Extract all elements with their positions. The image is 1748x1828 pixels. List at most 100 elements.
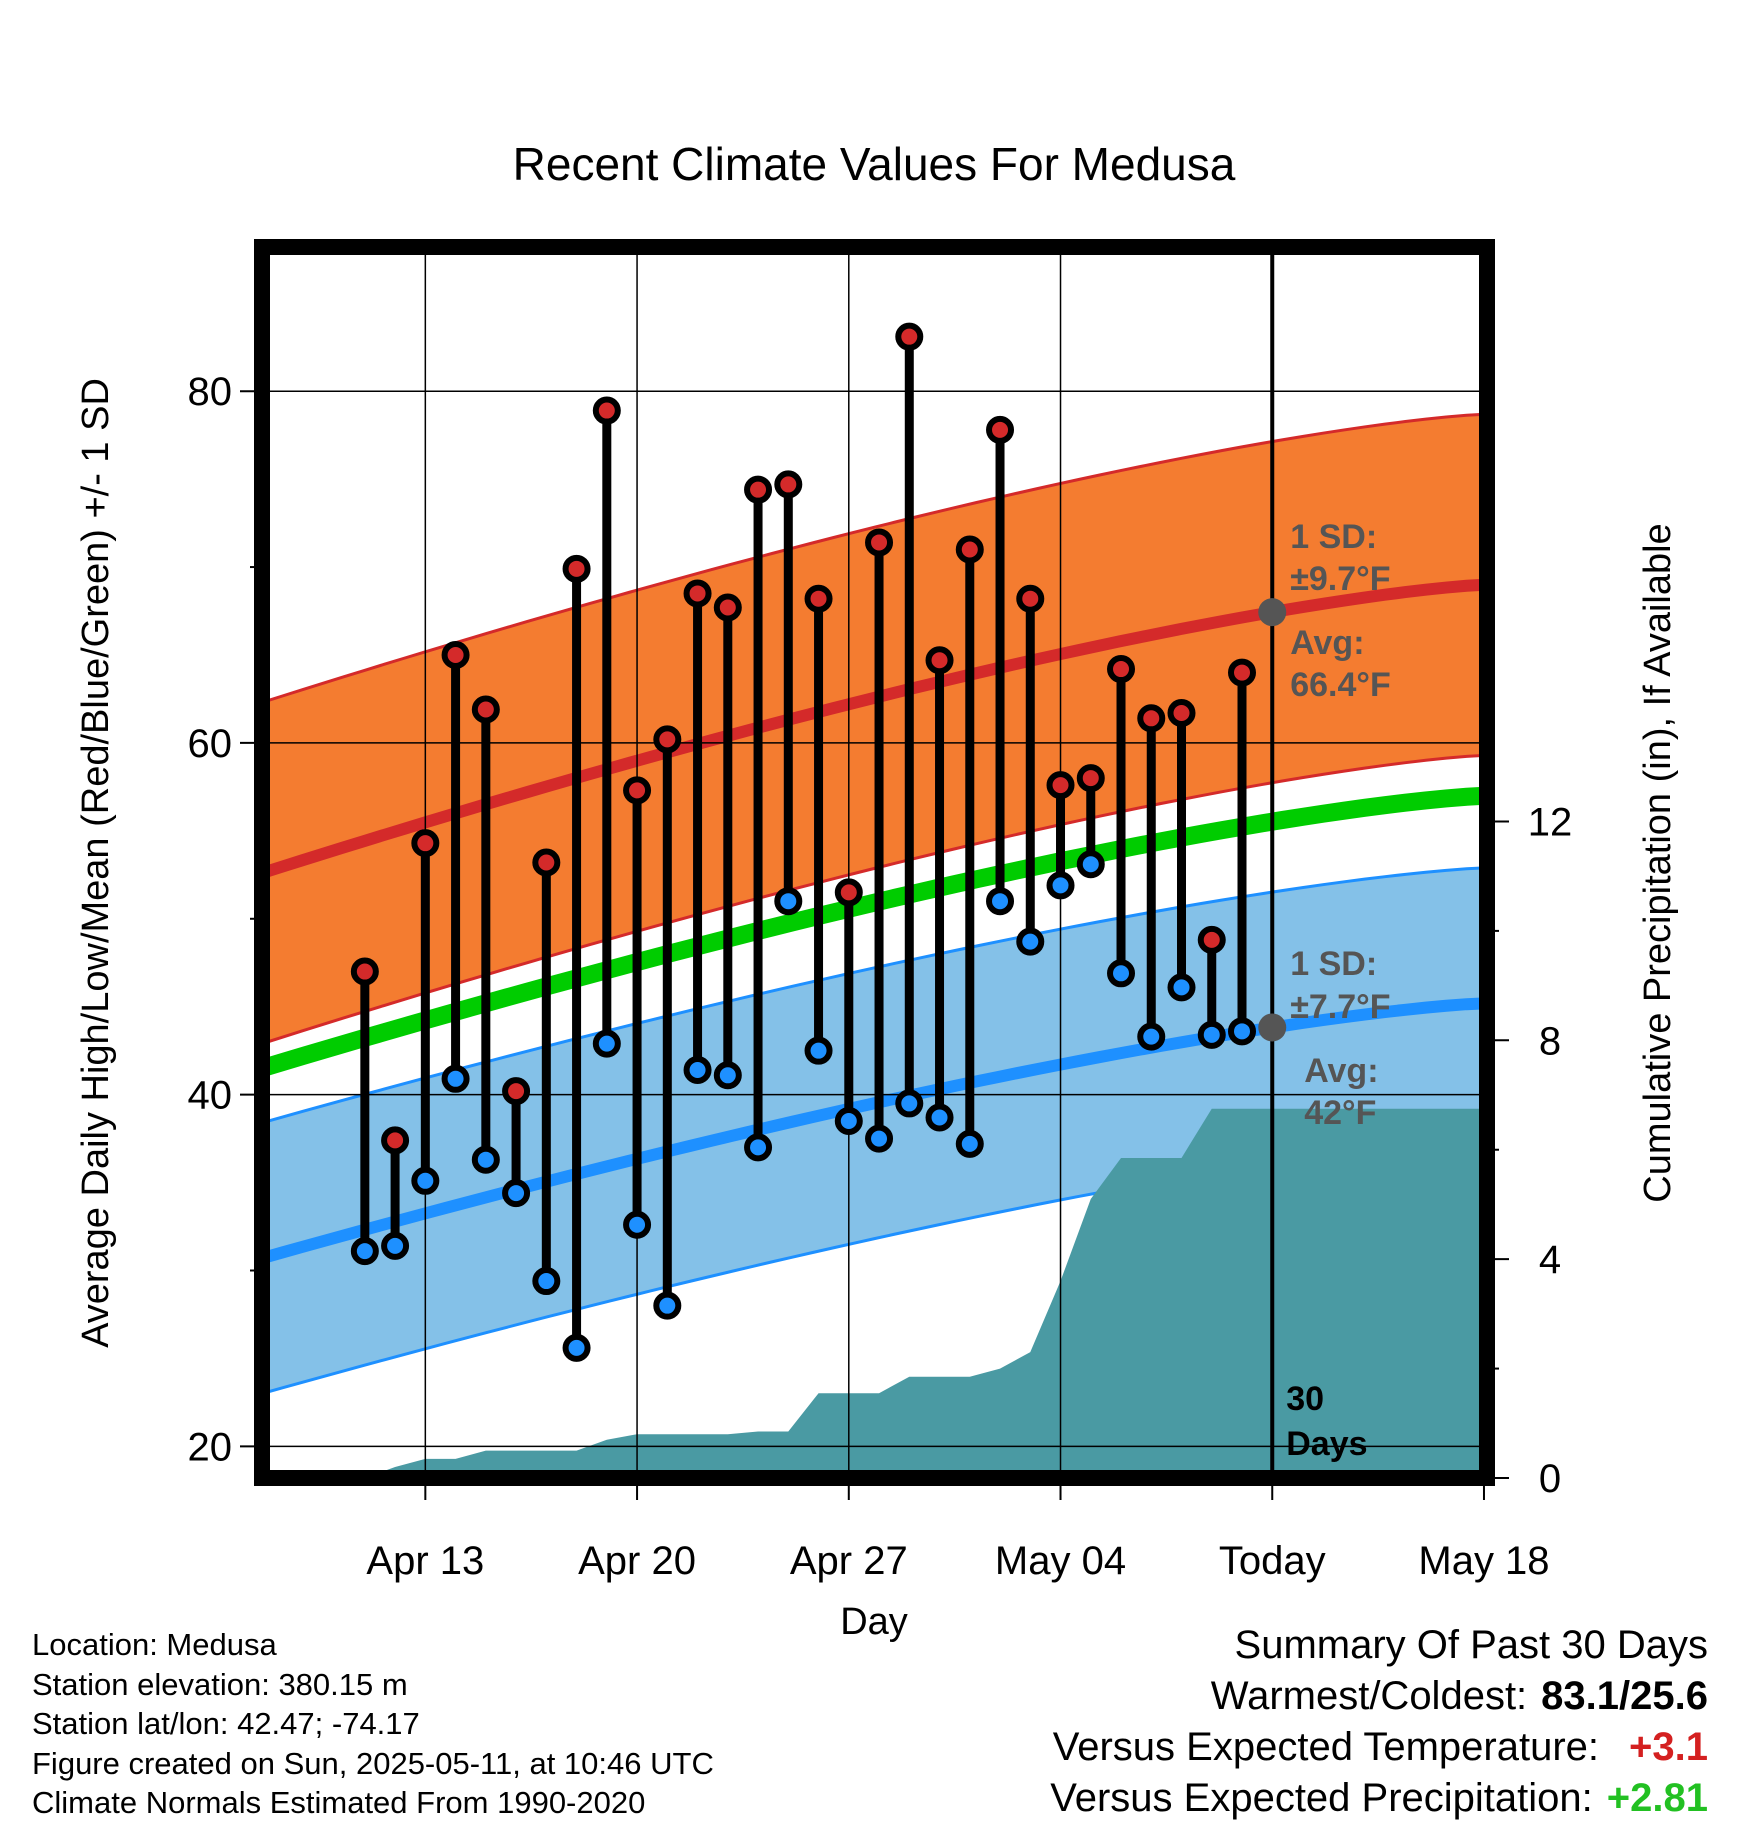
high-avg-label: Avg: (1290, 624, 1364, 662)
summary-title: Summary Of Past 30 Days (1234, 1623, 1708, 1667)
y2-tick-label: 12 (1528, 800, 1573, 844)
daily-high-marker (713, 593, 742, 622)
chart-title: Recent Climate Values For Medusa (513, 138, 1236, 190)
warmest-coldest-value: 83.1/25.6 (1541, 1674, 1708, 1718)
latlon-text: Station lat/lon: 42.47; -74.17 (32, 1706, 420, 1741)
daily-high-marker (1046, 771, 1075, 800)
today-low-avg-dot (1258, 1013, 1287, 1042)
daily-low-marker (471, 1145, 500, 1174)
daily-low-marker (713, 1061, 742, 1090)
daily-low-marker (955, 1129, 984, 1158)
daily-low-marker (532, 1267, 561, 1296)
low-sd-label: 1 SD: (1290, 945, 1377, 983)
daily-low-marker (1076, 850, 1105, 879)
station-info: Location: Medusa Station elevation: 380.… (32, 1625, 714, 1823)
low-sd-band-upper-edge (262, 866, 1487, 1125)
daily-low-marker (1167, 973, 1196, 1002)
daily-low-marker (1107, 959, 1136, 988)
daily-low-marker (895, 1089, 924, 1118)
window-days-label: Days (1286, 1425, 1367, 1463)
daily-high-marker (986, 415, 1015, 444)
x-axis-label: Day (840, 1601, 908, 1643)
high-sd-value: ±9.7°F (1290, 560, 1390, 598)
daily-low-marker (381, 1231, 410, 1260)
today-high-avg-dot (1258, 598, 1287, 627)
daily-high-marker (865, 528, 894, 557)
x-tick-label: Apr 13 (366, 1539, 484, 1583)
daily-low-marker (1228, 1017, 1256, 1046)
y2-tick-label: 4 (1539, 1238, 1561, 1282)
daily-high-marker (592, 396, 621, 425)
daily-high-marker (834, 878, 863, 907)
y-tick-label: 60 (188, 722, 233, 766)
low-avg-label: Avg: (1304, 1052, 1378, 1090)
x-tick-label: May 18 (1418, 1539, 1549, 1583)
daily-high-marker (562, 554, 591, 583)
daily-high-marker (532, 848, 561, 877)
daily-high-marker (925, 646, 954, 675)
daily-low-marker (774, 887, 803, 916)
daily-high-marker (381, 1126, 410, 1155)
x-tick-label: May 04 (995, 1539, 1126, 1583)
daily-low-marker (441, 1064, 470, 1093)
daily-low-marker (1046, 871, 1075, 900)
daily-high-marker (1167, 699, 1196, 728)
created-text: Figure created on Sun, 2025-05-11, at 10… (32, 1745, 714, 1781)
warmest-coldest-row: Warmest/Coldest: 83.1/25.6 (1050, 1671, 1708, 1722)
daily-high-marker (1228, 658, 1256, 687)
daily-low-marker (562, 1333, 591, 1362)
daily-low-marker (986, 887, 1015, 916)
daily-low-marker (1197, 1020, 1226, 1049)
low-sd-value: ±7.7°F (1290, 988, 1390, 1026)
y-tick-label: 80 (188, 370, 233, 414)
y-tick-label: 20 (188, 1425, 233, 1469)
daily-low-marker (925, 1103, 954, 1132)
high-sd-band-upper-edge (262, 412, 1487, 704)
precip-departure-row: Versus Expected Precipitation: +2.81 (1050, 1773, 1708, 1824)
summary-panel: Summary Of Past 30 Days Warmest/Coldest:… (1050, 1620, 1708, 1824)
daily-high-marker (502, 1077, 531, 1106)
daily-high-marker (683, 579, 712, 608)
y2-tick-label: 0 (1539, 1457, 1561, 1501)
normals-text: Climate Normals Estimated From 1990-2020 (32, 1785, 646, 1820)
x-tick-label: Today (1219, 1539, 1326, 1583)
daily-low-marker (411, 1166, 440, 1195)
y-tick-label: 40 (188, 1074, 233, 1118)
high-avg-value: 66.4°F (1290, 666, 1391, 704)
x-tick-label: Apr 20 (578, 1539, 696, 1583)
daily-high-marker (623, 776, 652, 805)
daily-low-marker (683, 1056, 712, 1085)
normal-mean-line (262, 786, 1487, 1077)
daily-high-marker (350, 957, 379, 986)
y2-tick-label: 8 (1539, 1019, 1561, 1063)
plot-area: 1 SD: ±9.7°F Avg: 66.4°F 1 SD: ±7.7°F Avg: 42°F… (188, 239, 1573, 1583)
window-days-number: 30 (1286, 1380, 1324, 1418)
cumulative-precip-area (352, 1108, 1484, 1478)
high-sd-label: 1 SD: (1290, 518, 1377, 556)
daily-low-marker (804, 1036, 833, 1065)
daily-high-marker (471, 695, 500, 724)
daily-high-marker (1016, 584, 1045, 613)
low-avg-value: 42°F (1304, 1094, 1376, 1132)
precip-departure-label: Versus Expected Precipitation: (1050, 1776, 1593, 1820)
daily-high-marker (1107, 655, 1136, 684)
daily-high-marker (1197, 925, 1226, 954)
daily-low-marker (350, 1237, 379, 1266)
daily-low-marker (623, 1210, 652, 1239)
daily-high-marker (441, 640, 470, 669)
daily-low-marker (744, 1133, 773, 1162)
daily-low-marker (834, 1107, 863, 1136)
elevation-text: Station elevation: 380.15 m (32, 1666, 408, 1702)
temp-departure-label: Versus Expected Temperature: (1052, 1725, 1599, 1769)
y2-axis-label: Cumulative Precipitation (in), If Availa… (1637, 523, 1679, 1202)
daily-high-marker (1137, 704, 1166, 733)
daily-low-marker (865, 1124, 894, 1153)
daily-high-marker (411, 829, 440, 858)
daily-high-marker (744, 475, 773, 504)
daily-high-marker (774, 470, 803, 499)
temp-departure-value: +3.1 (1629, 1725, 1708, 1769)
daily-high-marker (1076, 764, 1105, 793)
warmest-coldest-label: Warmest/Coldest: (1210, 1674, 1528, 1718)
daily-low-marker (502, 1179, 531, 1208)
